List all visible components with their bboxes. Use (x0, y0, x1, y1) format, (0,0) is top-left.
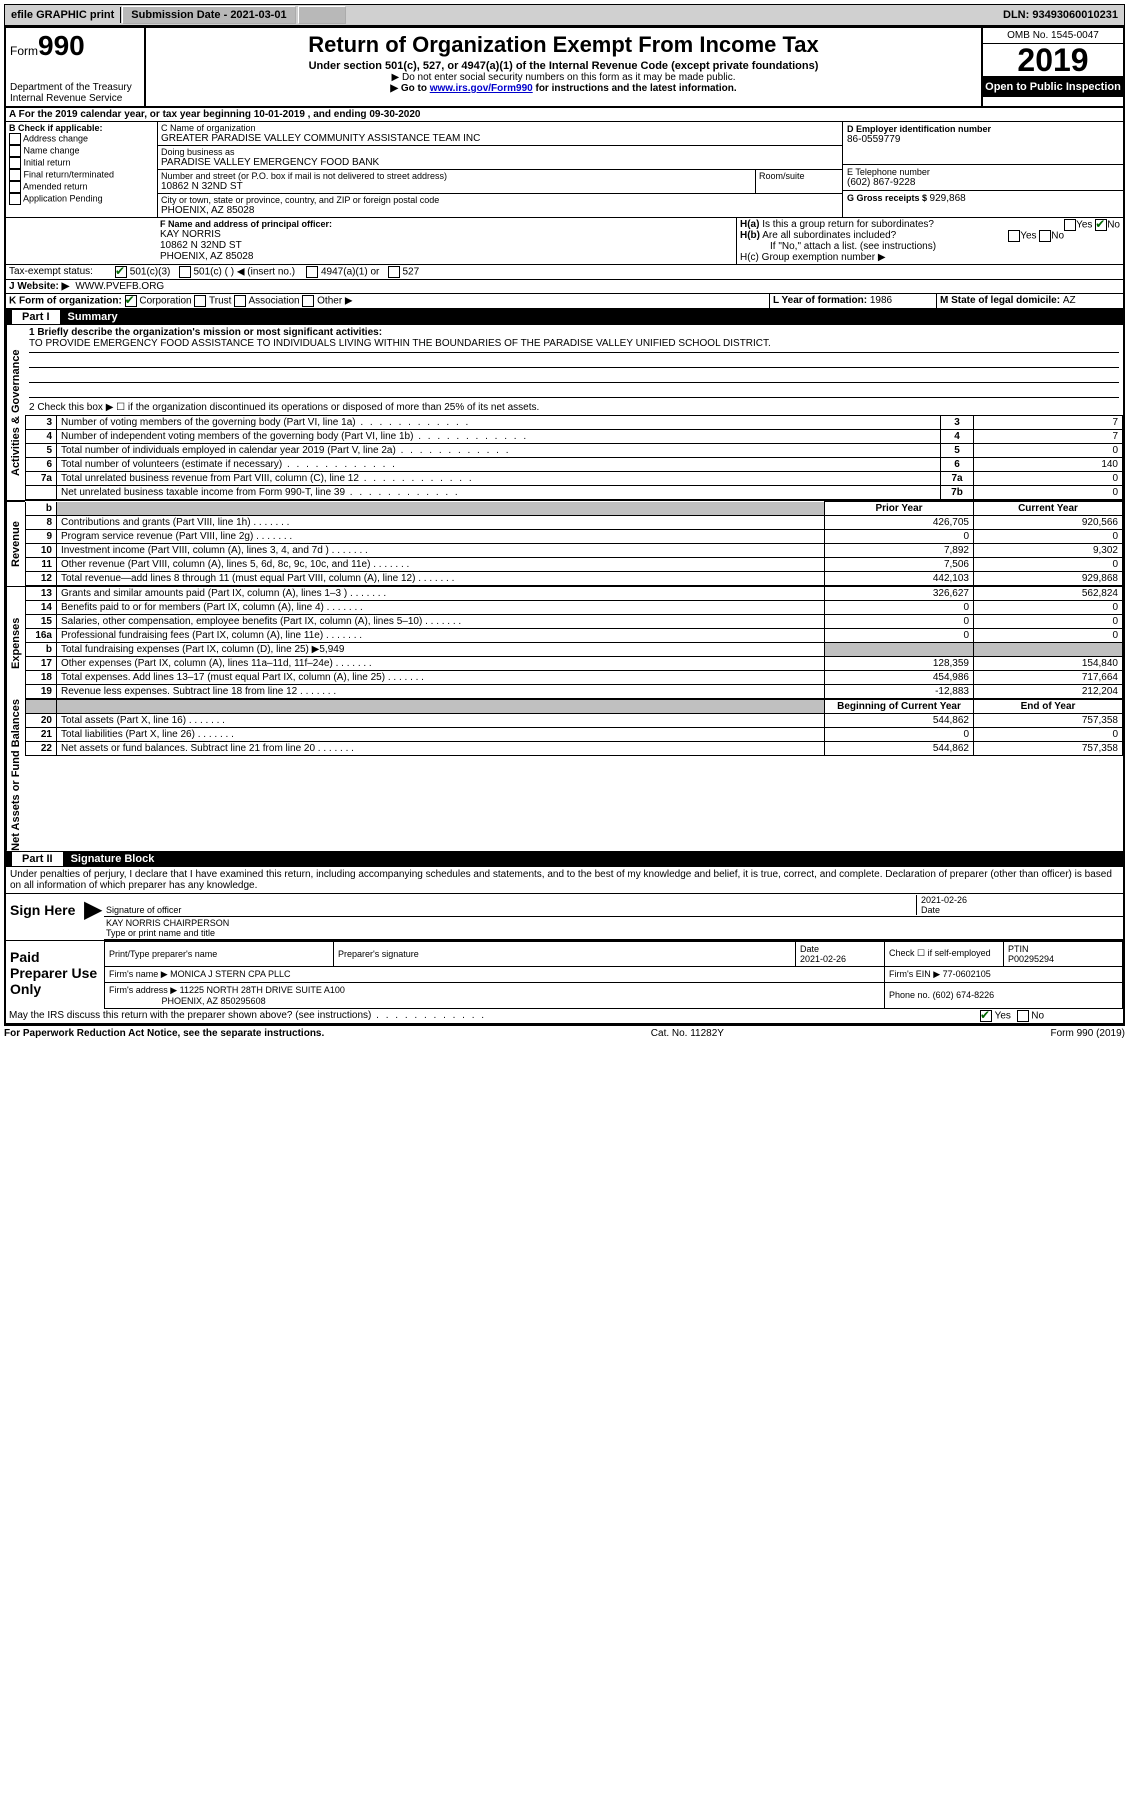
h-c: H(c) Group exemption number ▶ (740, 252, 1120, 263)
discuss-yes-checkbox[interactable] (980, 1010, 992, 1022)
org-name-label: C Name of organization (161, 123, 839, 133)
gross-receipts-label: G Gross receipts $ (847, 193, 930, 203)
form-header: Form990 Department of the Treasury Inter… (6, 28, 1123, 108)
k-label: K Form of organization: (9, 296, 122, 307)
dba-label: Doing business as (161, 147, 379, 157)
h-b: H(b) Are all subordinates included? Yes … (740, 230, 1120, 241)
dba-value: PARADISE VALLEY EMERGENCY FOOD BANK (161, 157, 379, 168)
website-value: WWW.PVEFB.ORG (72, 280, 167, 293)
city-label: City or town, state or province, country… (161, 195, 839, 205)
dept-label: Department of the Treasury Internal Reve… (10, 82, 140, 104)
phone-e-value: (602) 867-9228 (847, 177, 1119, 188)
officer-addr2: PHOENIX, AZ 85028 (160, 251, 733, 262)
discuss-no-checkbox[interactable] (1017, 1010, 1029, 1022)
governance-table: 3Number of voting members of the governi… (25, 415, 1123, 500)
form-note-ssn: ▶ Do not enter social security numbers o… (150, 72, 977, 83)
street-label: Number and street (or P.O. box if mail i… (161, 171, 752, 181)
top-bar: efile GRAPHIC print Submission Date - 20… (4, 4, 1125, 26)
h-a: H(a) Is this a group return for subordin… (740, 219, 1120, 230)
website-label: J Website: ▶ (6, 280, 72, 293)
officer-label: F Name and address of principal officer: (160, 219, 733, 229)
ein-value: 86-0559779 (847, 134, 1119, 145)
efile-label: efile GRAPHIC print (5, 7, 121, 23)
revenue-table: b Prior Year Current Year 8Contributions… (25, 501, 1123, 586)
netassets-table: Beginning of Current Year End of Year 20… (25, 699, 1123, 756)
line2: 2 Check this box ▶ ☐ if the organization… (25, 400, 1123, 415)
form-subtitle: Under section 501(c), 527, or 4947(a)(1)… (150, 60, 977, 72)
form-title: Return of Organization Exempt From Incom… (150, 32, 977, 58)
mission-text: TO PROVIDE EMERGENCY FOOD ASSISTANCE TO … (29, 338, 1119, 353)
h-b-note: If "No," attach a list. (see instruction… (740, 241, 1120, 252)
page-footer: For Paperwork Reduction Act Notice, see … (4, 1026, 1125, 1041)
line1-label: 1 Briefly describe the organization's mi… (29, 327, 1119, 338)
gross-receipts-value: 929,868 (930, 193, 966, 204)
box-b: B Check if applicable: Address change Na… (6, 122, 158, 217)
tax-year: 2019 (983, 44, 1123, 77)
dln-label: DLN: 93493060010231 (997, 7, 1124, 23)
jurat-text: Under penalties of perjury, I declare th… (6, 867, 1123, 893)
expenses-table: 13Grants and similar amounts paid (Part … (25, 586, 1123, 699)
expenses-label: Expenses (6, 586, 25, 699)
sign-here-row: Sign Here ▶ Signature of officer 2021-02… (6, 893, 1123, 940)
checkbox-501c3[interactable] (115, 266, 127, 278)
room-label: Room/suite (756, 170, 842, 193)
submission-date-button[interactable]: Submission Date - 2021-03-01 (122, 6, 295, 24)
officer-name: KAY NORRIS (160, 229, 733, 240)
phone-e-label: E Telephone number (847, 167, 1119, 177)
irs-link[interactable]: www.irs.gov/Form990 (430, 83, 533, 94)
revenue-label: Revenue (6, 501, 25, 586)
inspection-label: Open to Public Inspection (983, 77, 1123, 97)
governance-label: Activities & Governance (6, 325, 25, 500)
netassets-label: Net Assets or Fund Balances (6, 699, 25, 851)
form-number: Form990 (10, 30, 140, 62)
form-note-link: ▶ Go to www.irs.gov/Form990 for instruct… (150, 83, 977, 94)
ein-label: D Employer identification number (847, 124, 1119, 134)
form-990: Form990 Department of the Treasury Inter… (4, 26, 1125, 1026)
blank-button[interactable] (298, 6, 347, 24)
org-name: GREATER PARADISE VALLEY COMMUNITY ASSIST… (161, 133, 839, 144)
part1-header: Part ISummary (6, 309, 1123, 325)
paid-preparer-row: Paid Preparer Use Only Print/Type prepar… (6, 940, 1123, 1009)
line-a: A For the 2019 calendar year, or tax yea… (6, 108, 423, 121)
tax-status-label: Tax-exempt status: (6, 265, 112, 279)
discuss-row: May the IRS discuss this return with the… (6, 1009, 1123, 1024)
part2-header: Part IISignature Block (6, 851, 1123, 867)
city-value: PHOENIX, AZ 85028 (161, 205, 839, 216)
officer-addr1: 10862 N 32ND ST (160, 240, 733, 251)
street-value: 10862 N 32ND ST (161, 181, 752, 192)
